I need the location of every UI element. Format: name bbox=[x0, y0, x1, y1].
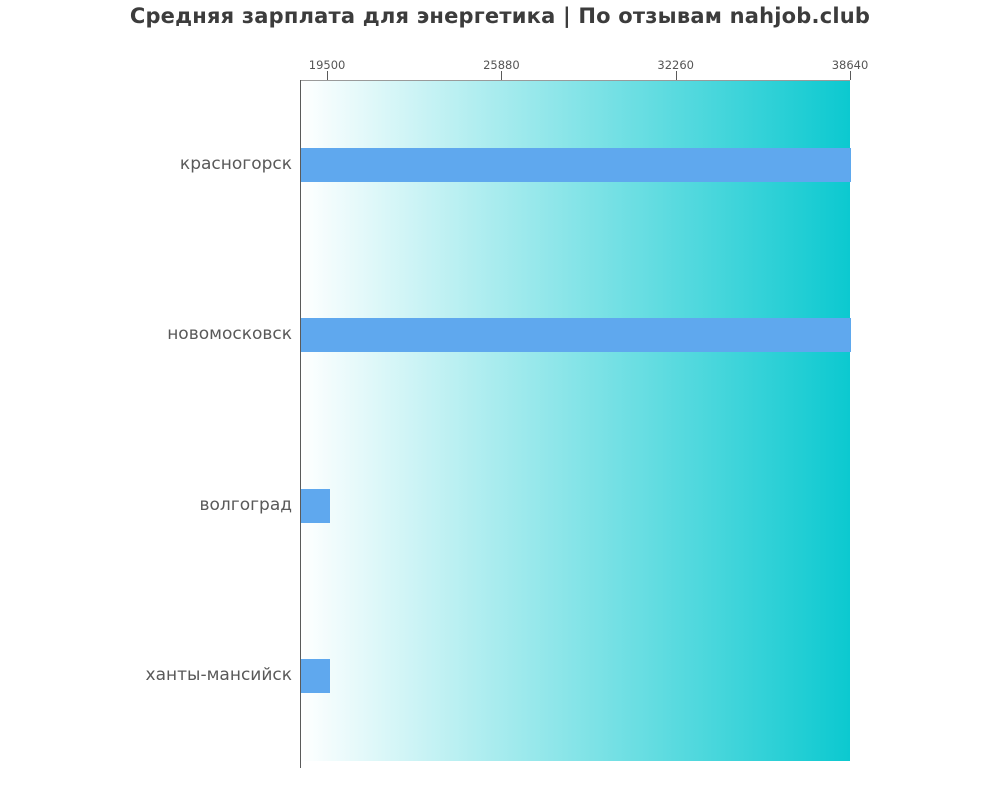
x-tick-mark bbox=[675, 71, 677, 80]
category-label: красногорск bbox=[179, 154, 292, 175]
x-tick-mark bbox=[850, 71, 851, 80]
x-tick-label: 25880 bbox=[483, 58, 520, 72]
category-label: ханты-мансийск bbox=[145, 664, 292, 685]
x-tick-label: 38640 bbox=[831, 58, 869, 72]
x-tick-label: 19500 bbox=[308, 58, 346, 72]
bar bbox=[301, 148, 851, 183]
x-tick-mark bbox=[327, 71, 329, 80]
y-axis-line bbox=[300, 80, 301, 768]
bar bbox=[301, 488, 330, 523]
plot-area bbox=[300, 80, 850, 761]
category-label: волгоград bbox=[199, 494, 292, 515]
chart-title: Средняя зарплата для энергетика | По отз… bbox=[129, 4, 871, 28]
bar bbox=[301, 658, 330, 693]
bar bbox=[301, 318, 851, 353]
x-tick-mark bbox=[501, 71, 503, 80]
category-label: новомосковск bbox=[167, 324, 292, 345]
x-tick-label: 32260 bbox=[657, 58, 694, 72]
